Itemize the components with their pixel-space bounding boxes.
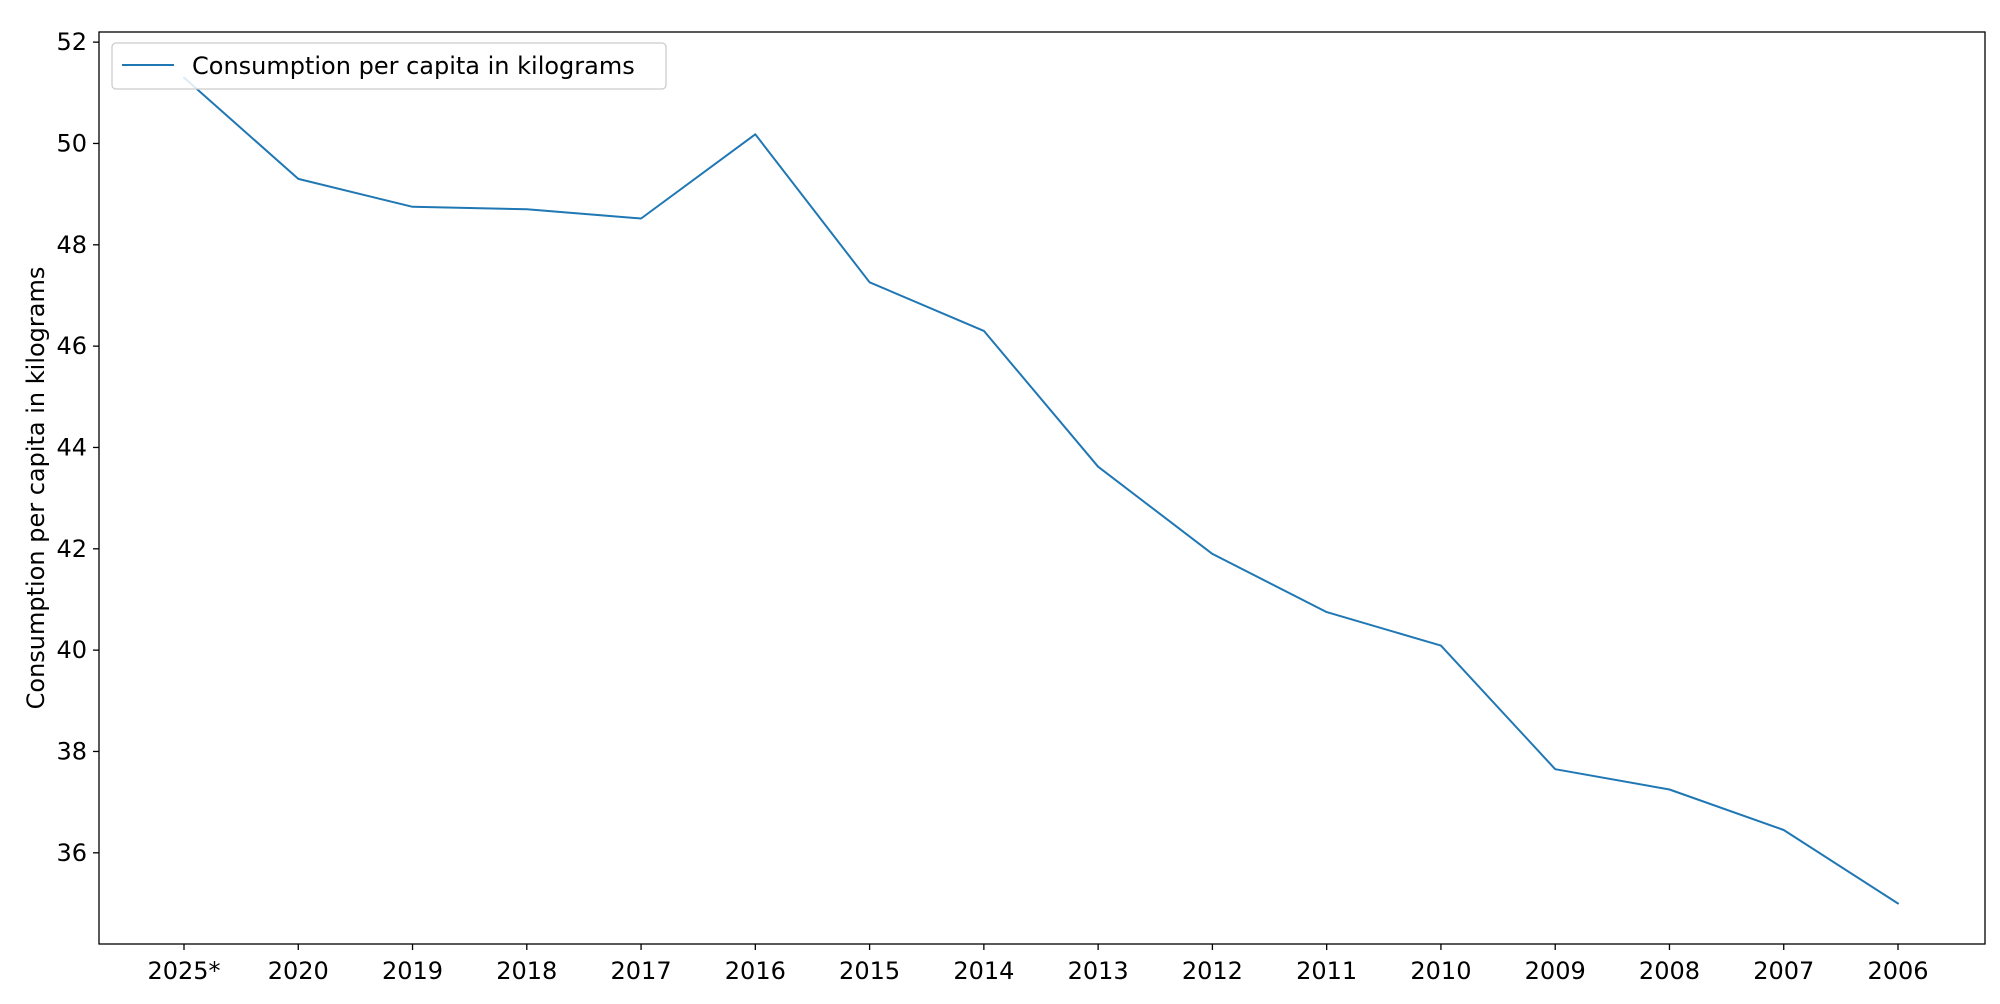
x-tick-label: 2007 bbox=[1753, 957, 1814, 985]
x-tick-label: 2014 bbox=[953, 957, 1014, 985]
x-tick-label: 2012 bbox=[1182, 957, 1243, 985]
legend-entry-label: Consumption per capita in kilograms bbox=[192, 52, 635, 80]
x-tick-label: 2018 bbox=[496, 957, 557, 985]
y-tick-label: 48 bbox=[56, 231, 87, 259]
x-tick-label: 2013 bbox=[1068, 957, 1129, 985]
y-tick-label: 36 bbox=[56, 839, 87, 867]
x-tick-label: 2016 bbox=[725, 957, 786, 985]
y-tick-label: 50 bbox=[56, 129, 87, 157]
x-tick-label: 2009 bbox=[1525, 957, 1586, 985]
x-tick-label: 2006 bbox=[1867, 957, 1928, 985]
x-tick-label: 2025* bbox=[147, 957, 220, 985]
y-tick-label: 38 bbox=[56, 737, 87, 765]
x-tick-label: 2008 bbox=[1639, 957, 1700, 985]
x-tick-label: 2017 bbox=[611, 957, 672, 985]
x-tick-label: 2010 bbox=[1410, 957, 1471, 985]
x-tick-label: 2015 bbox=[839, 957, 900, 985]
y-tick-label: 44 bbox=[56, 433, 87, 461]
y-tick-label: 42 bbox=[56, 535, 87, 563]
x-tick-label: 2011 bbox=[1296, 957, 1357, 985]
y-tick-label: 52 bbox=[56, 28, 87, 56]
y-axis-label: Consumption per capita in kilograms bbox=[22, 267, 50, 710]
legend: Consumption per capita in kilograms bbox=[112, 43, 666, 89]
y-tick-label: 40 bbox=[56, 636, 87, 664]
x-tick-label: 2019 bbox=[382, 957, 443, 985]
x-tick-label: 2020 bbox=[268, 957, 329, 985]
y-tick-label: 46 bbox=[56, 332, 87, 360]
